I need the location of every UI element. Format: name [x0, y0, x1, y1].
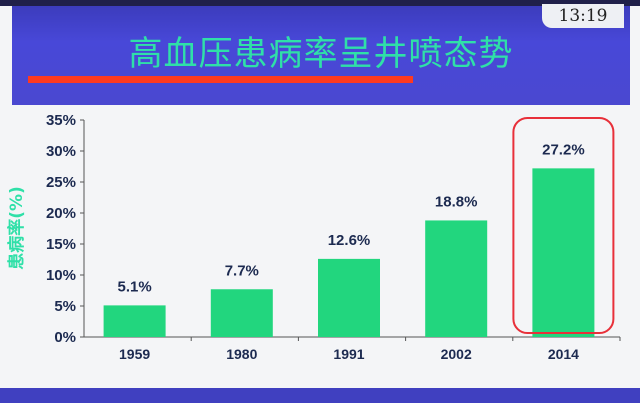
data-label: 12.6% [328, 232, 371, 249]
bar-2014 [532, 168, 595, 337]
bar-1991 [318, 258, 380, 337]
x-tick-label: 1959 [119, 346, 150, 362]
x-tick-label: 1991 [333, 346, 364, 362]
y-tick-label: 10% [46, 267, 76, 284]
y-tick-label: 35% [46, 112, 76, 129]
y-tick-label: 30% [46, 143, 76, 160]
clock: 13:19 [542, 4, 624, 28]
data-label: 18.8% [435, 193, 478, 210]
highlight-box [512, 117, 615, 334]
x-tick-label: 1980 [226, 346, 257, 362]
data-label: 27.2% [542, 141, 585, 158]
y-tick-label: 15% [46, 236, 76, 253]
y-tick-label: 25% [46, 174, 76, 191]
data-label: 7.7% [225, 262, 259, 279]
data-label: 5.1% [117, 278, 151, 295]
bar-2002 [425, 220, 488, 337]
slide-header: 高血压患病率呈井喷态势 [12, 0, 630, 105]
y-tick-label: 5% [54, 298, 76, 315]
y-tick-label: 0% [54, 329, 76, 346]
y-tick-label: 20% [46, 205, 76, 222]
x-tick-label: 2014 [548, 346, 579, 362]
slide-title: 高血压患病率呈井喷态势 [128, 34, 514, 74]
slide-footer [0, 388, 640, 403]
bar-1959 [103, 305, 166, 337]
y-axis-label: 患病率(%) [6, 186, 27, 270]
bar-1980 [210, 289, 273, 337]
title-underline [28, 76, 413, 83]
screen-edge [0, 0, 640, 6]
x-tick-label: 2002 [441, 346, 472, 362]
